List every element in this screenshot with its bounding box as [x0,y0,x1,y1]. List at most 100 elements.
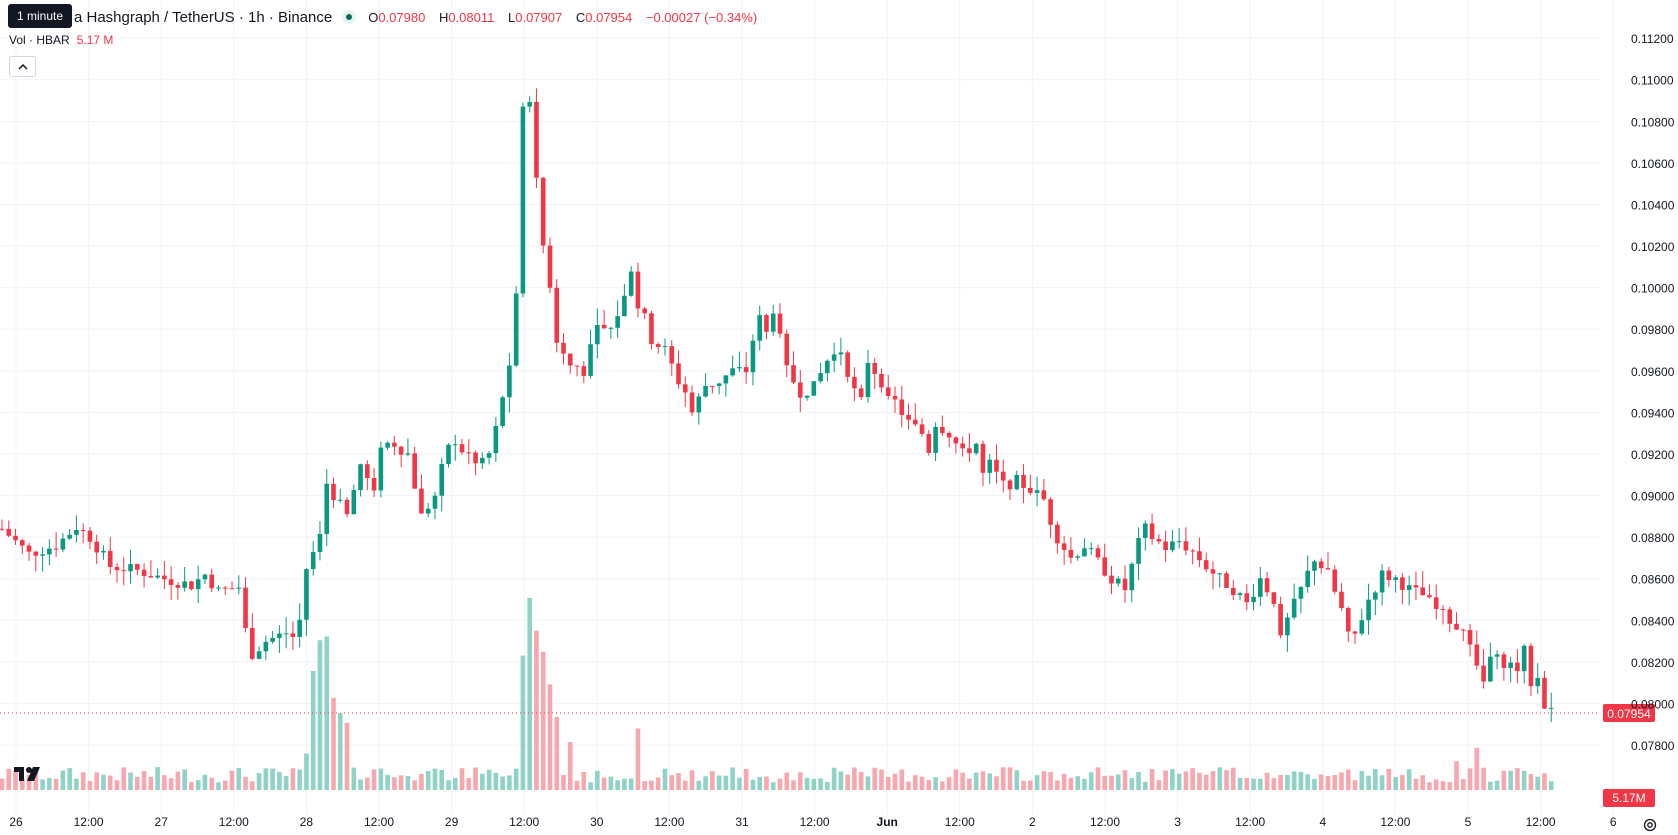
volume-bar [398,775,404,790]
volume-bar [1109,775,1114,790]
volume-bar [101,774,106,790]
volume-bar [1136,771,1141,790]
volume-bar [852,767,857,790]
volume-bar [1183,771,1189,790]
candle-body [195,579,201,590]
volume-bar [439,769,445,790]
candle-body [1156,539,1162,542]
volume-bar [351,767,357,790]
x-tick-label: 2 [1029,815,1036,829]
volume-bar [797,772,803,790]
volume-bar [250,781,255,790]
volume-bar [642,781,647,790]
candle-body [128,564,133,572]
candle-body [1447,609,1453,624]
candle-body [1339,591,1344,608]
chevron-up-icon [17,63,28,70]
interval-tooltip: 1 minute [8,4,73,28]
volume-bar [473,767,478,790]
volume-bar [1176,773,1182,790]
volume-bar [405,776,411,790]
candle-body [40,554,45,556]
candlesticks [0,88,1554,722]
candle-body [567,353,573,366]
volume-bars [0,598,1554,790]
candle-body [797,382,803,398]
candle-body [953,437,959,444]
candle-body [561,342,566,354]
volume-bar [33,767,39,790]
volume-bar [80,772,86,790]
candle-body [676,363,681,385]
volume-bar [114,780,120,790]
collapse-legend-button[interactable] [9,56,36,77]
candle-body [1467,630,1473,645]
candle-body [1474,644,1480,666]
volume-bar [493,772,499,790]
candle-body [913,419,918,425]
price-change: −0.00027 (−0.34%) [645,9,758,25]
tradingview-logo-icon[interactable] [14,765,44,783]
candle-body [655,344,661,347]
settings-icon[interactable] [1642,817,1658,833]
candle-body [1203,560,1209,570]
volume-bar [331,697,336,790]
candle-body [1068,549,1074,558]
volume-bar [1542,773,1547,790]
candle-body [507,365,512,398]
y-tick-label: 0.09200 [1631,448,1675,462]
x-tick-label: Jun [877,815,898,829]
volume-bar [1197,772,1202,790]
volume-bar [1143,781,1148,790]
candle-body [804,395,810,398]
candle-body [1028,487,1033,493]
volume-bar [534,630,539,790]
volume-bar [703,776,708,790]
volume-bar [135,776,140,790]
candle-body [331,483,336,501]
volume-bar [365,777,370,790]
volume-bar [716,775,722,790]
candle-body [1440,608,1446,610]
chart-grid [0,0,1614,815]
candle-body [1163,541,1168,551]
candle-body [466,452,472,454]
candle-body [222,587,228,589]
volume-bar [1481,767,1486,790]
candle-body [622,295,627,317]
volume-bar [47,778,52,790]
x-tick-label: 27 [155,815,169,829]
y-tick-label: 0.09000 [1631,490,1675,504]
volume-bar [1285,774,1290,790]
volume-bar [1061,773,1067,790]
volume-bar [446,780,451,790]
candle-body [1542,677,1547,709]
y-tick-label: 0.09400 [1631,406,1675,420]
x-tick-label: 28 [300,815,314,829]
volume-bar [561,774,566,790]
volume-bar [1055,780,1060,790]
volume-bar [953,769,959,790]
candle-body [243,587,248,628]
symbol-title[interactable]: a Hashgraph / TetherUS · 1h · Binance [74,8,333,26]
last-price-label: 0.07954 [1607,707,1651,721]
candle-body [358,464,363,491]
volume-bar [777,778,783,790]
candle-body [1393,577,1398,581]
candle-body [175,584,181,588]
candle-body [94,541,100,553]
volume-bar [1007,767,1013,790]
volume-bar [791,780,796,790]
candle-body [67,534,72,539]
volume-bar [1352,780,1358,790]
volume-bar [1271,778,1277,790]
x-tick-label: 12:00 [945,815,975,829]
candle-body [926,433,932,453]
volume-bar [1433,779,1439,790]
volume-bar [1088,772,1094,790]
candle-body [425,508,431,514]
volume-value: 5.17 M [76,33,114,47]
volume-bar [452,778,458,790]
x-tick-label: 12:00 [219,815,249,829]
